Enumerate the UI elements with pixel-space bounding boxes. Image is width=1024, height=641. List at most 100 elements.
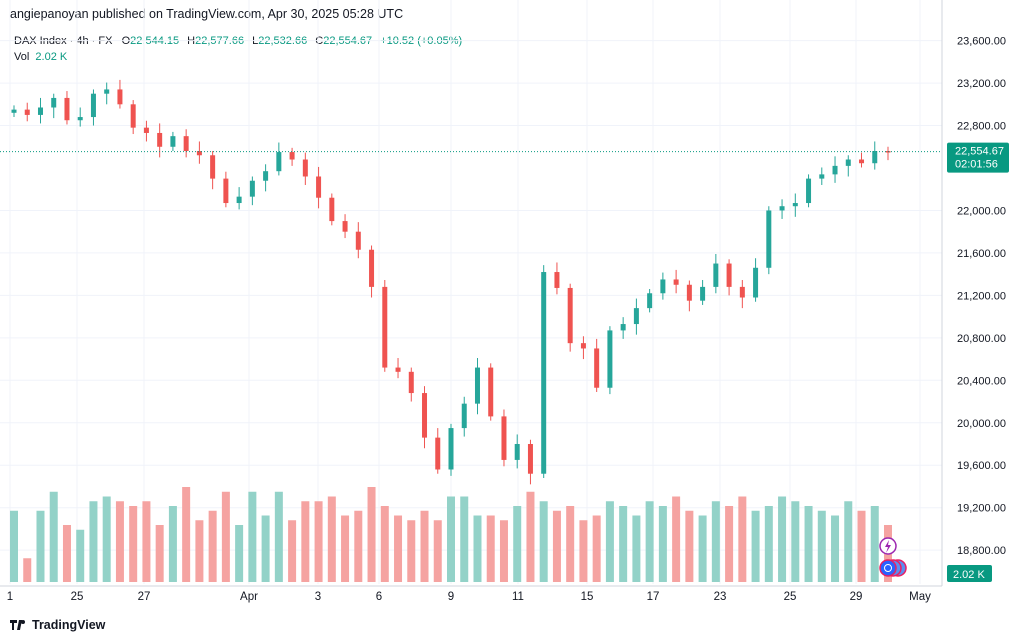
candle-body bbox=[832, 165, 838, 175]
volume-bar bbox=[155, 525, 164, 582]
volume-bar bbox=[751, 510, 760, 582]
candle bbox=[554, 262, 560, 295]
volume-bar bbox=[62, 525, 71, 582]
volume-bar bbox=[182, 487, 191, 582]
candle bbox=[355, 222, 361, 259]
candle-body bbox=[236, 196, 242, 204]
candle bbox=[369, 245, 375, 298]
candle bbox=[170, 131, 176, 152]
candle bbox=[90, 89, 96, 126]
volume-bar bbox=[778, 496, 787, 582]
candle-body bbox=[607, 330, 613, 388]
volume-bar bbox=[76, 529, 85, 582]
candle-body bbox=[104, 89, 110, 94]
volume-bar bbox=[301, 501, 310, 582]
candle-body bbox=[554, 272, 560, 288]
candle-body bbox=[316, 176, 322, 198]
candle bbox=[647, 289, 653, 313]
candle bbox=[607, 326, 613, 395]
price-tick-label: 23,200.00 bbox=[957, 78, 1006, 90]
price-tick-label: 20,400.00 bbox=[957, 375, 1006, 387]
candle bbox=[806, 174, 812, 208]
symbol-legend: DAX Index · 4h · FX O22,544.15 H22,577.6… bbox=[14, 33, 467, 65]
volume-bar bbox=[447, 496, 455, 582]
candle-body bbox=[872, 151, 878, 164]
volume-bar bbox=[460, 496, 469, 582]
candle-body bbox=[382, 286, 388, 368]
candle bbox=[713, 253, 719, 294]
candle-body bbox=[501, 416, 507, 460]
footer-brand[interactable]: TradingView bbox=[10, 618, 105, 632]
volume-bar bbox=[486, 515, 495, 582]
candle bbox=[77, 107, 83, 127]
volume-bar bbox=[195, 520, 204, 582]
volume-bar bbox=[764, 506, 773, 582]
volume-bar bbox=[208, 510, 217, 582]
candle-body bbox=[620, 324, 626, 331]
volume-bar bbox=[394, 515, 403, 582]
candle bbox=[700, 279, 706, 305]
candle-body bbox=[329, 197, 335, 222]
volume-bar bbox=[142, 501, 151, 582]
volume-bar bbox=[168, 506, 177, 582]
volume-bar bbox=[407, 520, 416, 582]
candle-body bbox=[90, 93, 96, 118]
candle-body bbox=[527, 444, 533, 474]
candle-body bbox=[647, 293, 653, 309]
candle-body bbox=[792, 203, 798, 207]
tradingview-logo-icon bbox=[10, 620, 25, 630]
candle-body bbox=[408, 371, 414, 394]
volume-bar bbox=[791, 501, 800, 582]
indicator-icons[interactable] bbox=[879, 537, 907, 577]
volume-bar bbox=[49, 491, 58, 582]
candle bbox=[395, 358, 401, 379]
candle-body bbox=[819, 174, 825, 179]
candle bbox=[64, 91, 70, 125]
candle bbox=[117, 79, 123, 109]
candle bbox=[130, 100, 136, 135]
candle bbox=[514, 434, 520, 469]
time-tick-label: Apr bbox=[240, 591, 258, 603]
volume-bar bbox=[831, 515, 840, 582]
candle-body bbox=[580, 343, 586, 349]
volume-bar bbox=[23, 558, 32, 582]
volume-bar bbox=[89, 501, 98, 582]
candle bbox=[541, 265, 547, 478]
candle bbox=[51, 93, 57, 119]
volume-badge bbox=[947, 565, 992, 582]
candle bbox=[527, 439, 533, 485]
volume-bar bbox=[579, 520, 588, 582]
footer-brand-label: TradingView bbox=[32, 618, 106, 632]
price-tick-label: 19,200.00 bbox=[957, 503, 1006, 515]
time-axis[interactable]: 1 25 27 Apr 3 6 9 11 15 17 23 25 29 May bbox=[7, 591, 931, 603]
candle-body bbox=[196, 151, 202, 156]
candle bbox=[196, 141, 202, 164]
volume-bar bbox=[539, 501, 548, 582]
volume-bar bbox=[115, 501, 124, 582]
candle bbox=[11, 105, 17, 118]
candle bbox=[382, 279, 388, 372]
candle bbox=[792, 193, 798, 217]
candle-body bbox=[779, 206, 785, 211]
candle bbox=[726, 259, 732, 296]
candle-body bbox=[673, 279, 679, 285]
candlesticks bbox=[11, 79, 891, 485]
candle-body bbox=[302, 159, 308, 177]
volume-badge-value: 2.02 K bbox=[953, 569, 985, 581]
candle bbox=[316, 166, 322, 209]
volume-bar bbox=[605, 501, 614, 582]
candle bbox=[435, 428, 441, 474]
candle-body bbox=[488, 367, 494, 417]
candle bbox=[885, 146, 891, 161]
candle bbox=[143, 120, 149, 142]
volume-bar bbox=[341, 515, 350, 582]
candle-body bbox=[766, 210, 772, 268]
time-tick-label: 23 bbox=[714, 591, 727, 603]
volume-bar bbox=[274, 491, 283, 582]
price-axis[interactable]: 23,600.00 23,200.00 22,800.00 22,000.00 21,6… bbox=[947, 36, 1009, 582]
price-tick-label: 21,600.00 bbox=[957, 248, 1006, 260]
volume-bar bbox=[513, 506, 522, 582]
time-tick-label: 15 bbox=[581, 591, 594, 603]
time-tick-label: 6 bbox=[376, 591, 382, 603]
